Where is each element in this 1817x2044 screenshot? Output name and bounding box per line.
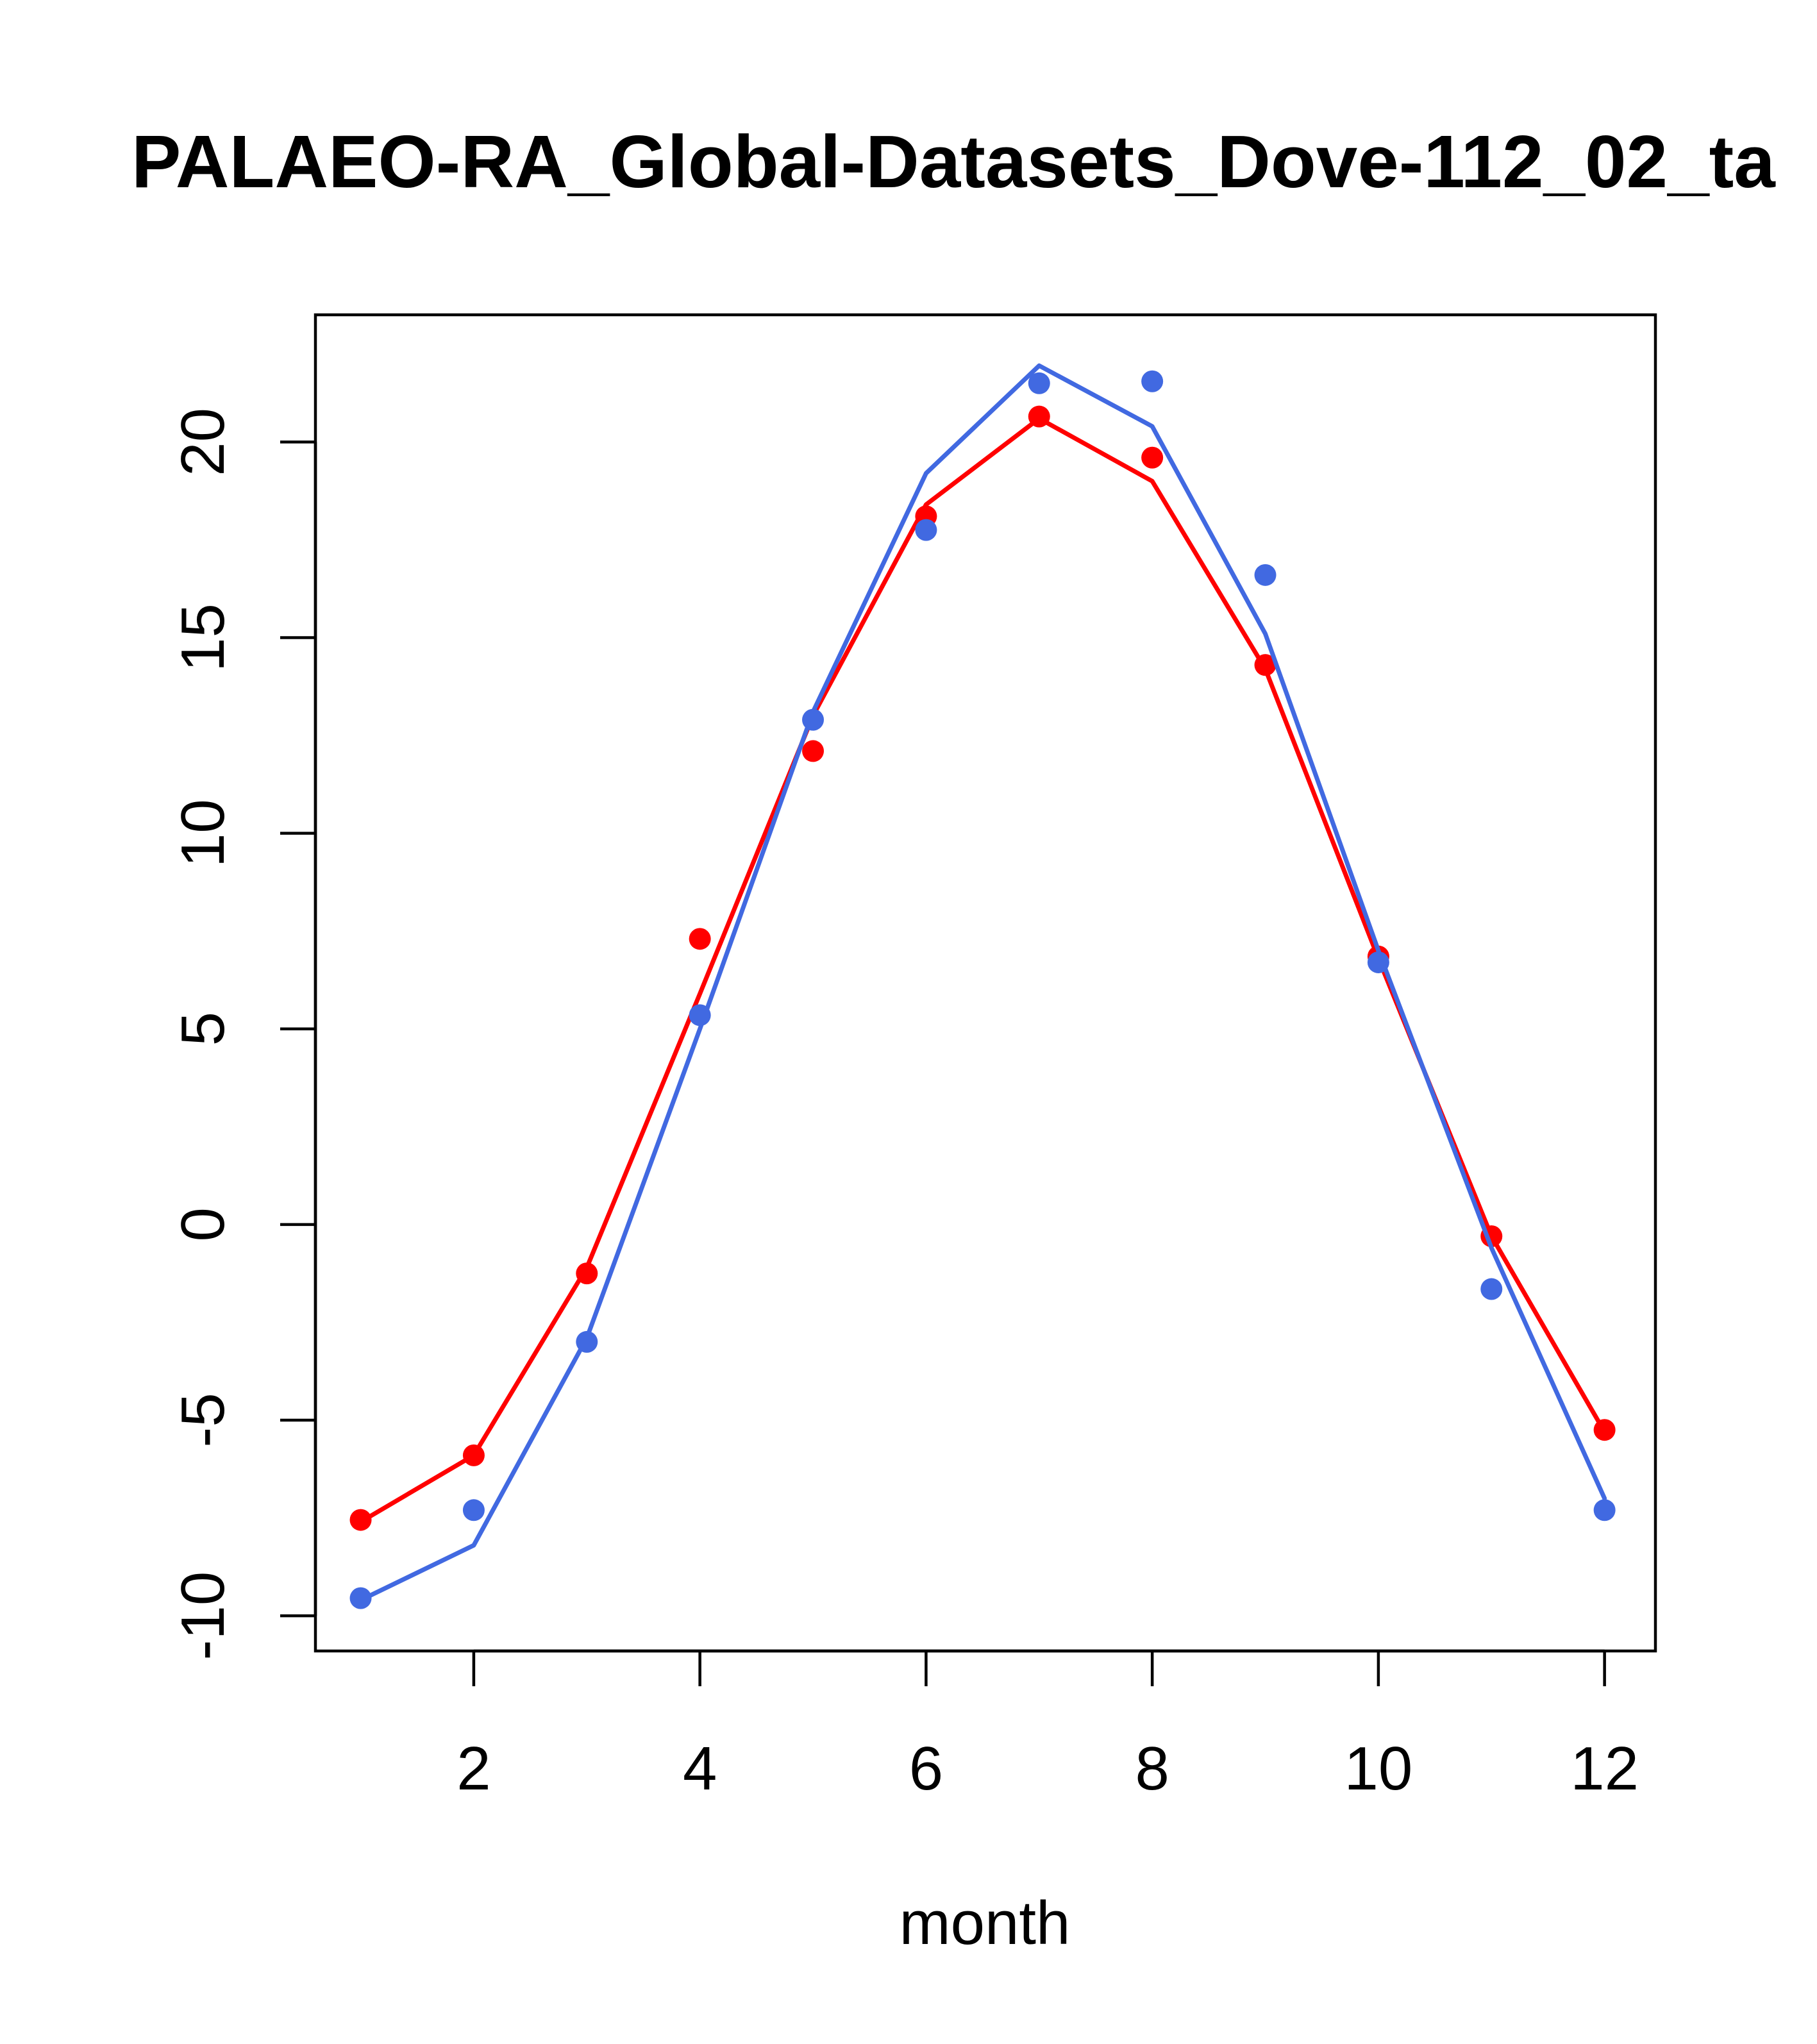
blue-series-point	[1593, 1499, 1616, 1521]
y-tick-label: -5	[169, 1393, 237, 1447]
x-tick-label: 8	[1135, 1734, 1169, 1803]
red-series-point	[1254, 654, 1277, 676]
blue-series-point	[462, 1499, 485, 1521]
red-series-point	[349, 1509, 372, 1531]
blue-series-line	[358, 363, 1607, 1603]
series-layer	[349, 363, 1616, 1609]
x-tick-label: 4	[683, 1734, 717, 1803]
y-axis: -10 -5 0 5 10 15 20	[169, 408, 317, 1661]
red-series-point	[462, 1444, 485, 1466]
y-tick-label: 20	[169, 408, 237, 476]
red-series-point	[576, 1262, 598, 1285]
blue-series-point	[1141, 370, 1164, 392]
x-axis-label: month	[900, 1889, 1071, 1957]
x-tick-label: 6	[909, 1734, 943, 1803]
blue-series-point	[576, 1330, 598, 1353]
blue-series-point	[1028, 372, 1050, 394]
x-tick-label: 12	[1570, 1734, 1639, 1803]
x-tick-label: 2	[456, 1734, 490, 1803]
red-series-point	[689, 928, 711, 950]
blue-series-point	[802, 708, 825, 731]
y-tick-label: -10	[169, 1571, 237, 1661]
x-axis: 2 4 6 8 10 12	[456, 1649, 1639, 1803]
red-series-point	[1141, 446, 1164, 469]
red-series-point	[1593, 1419, 1616, 1441]
blue-series-point	[689, 1004, 711, 1026]
blue-series-point	[915, 519, 937, 541]
red-series-line	[358, 416, 1607, 1525]
y-tick-label: 0	[169, 1207, 237, 1241]
blue-series-point	[1367, 951, 1389, 973]
blue-series-point	[1480, 1278, 1503, 1300]
x-tick-label: 10	[1344, 1734, 1412, 1803]
y-tick-label: 5	[169, 1012, 237, 1046]
plot-box	[314, 313, 1657, 1653]
blue-series-point	[1254, 564, 1277, 586]
y-tick-label: 15	[169, 603, 237, 672]
chart-title: PALAEO-RA_Global-Datasets_Dove-112_02_ta	[131, 120, 1776, 203]
blue-series-point	[349, 1587, 372, 1609]
red-series-point	[802, 740, 825, 762]
red-series-point	[1028, 405, 1050, 428]
y-tick-label: 10	[169, 799, 237, 867]
